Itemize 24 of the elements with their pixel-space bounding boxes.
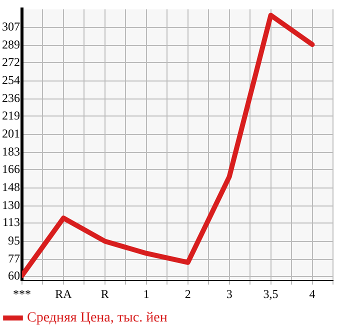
y-tick-label: 236 bbox=[2, 91, 20, 106]
y-tick-label: 272 bbox=[2, 54, 20, 69]
x-tick-label: 3,5 bbox=[263, 286, 278, 301]
y-tick-label: 254 bbox=[2, 72, 20, 87]
y-tick-label: 307 bbox=[2, 20, 20, 34]
y-tick-label: 166 bbox=[2, 162, 20, 176]
y-tick-label: 95 bbox=[8, 233, 20, 248]
y-tick-label: 201 bbox=[2, 126, 20, 140]
x-tick-label: 3 bbox=[226, 286, 232, 301]
y-tick-label: 148 bbox=[2, 180, 20, 194]
x-tick-label: 2 bbox=[184, 286, 191, 301]
y-tick-label: 219 bbox=[2, 108, 20, 122]
y-tick-label: 183 bbox=[2, 144, 20, 159]
y-tick-label: 130 bbox=[2, 198, 20, 212]
y-tick-label: 289 bbox=[2, 38, 20, 52]
x-tick-label: *** bbox=[13, 286, 31, 301]
x-tick-label: 4 bbox=[309, 286, 316, 301]
x-tick-label: RA bbox=[55, 286, 72, 301]
y-tick-label: 113 bbox=[2, 215, 20, 230]
y-tick-label: 60 bbox=[8, 268, 20, 283]
legend-label: Средняя Цена, тыс. йен bbox=[27, 310, 168, 326]
y-tick-label: 77 bbox=[8, 252, 20, 266]
x-tick-label: R bbox=[100, 286, 109, 301]
x-tick-label: 1 bbox=[143, 286, 150, 301]
